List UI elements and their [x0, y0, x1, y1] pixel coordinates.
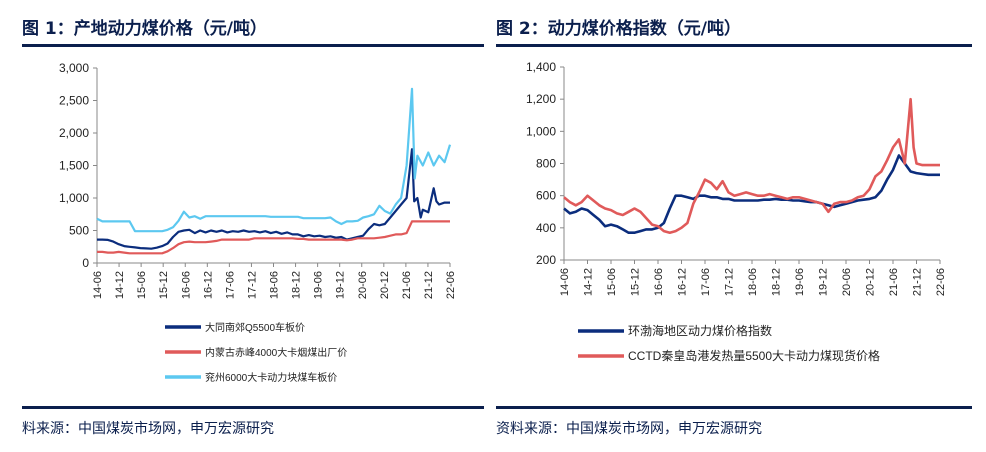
x-tick-label: 18-06 [747, 268, 759, 296]
x-tick-label: 20-06 [841, 268, 853, 296]
x-tick-label: 18-06 [269, 271, 281, 299]
x-tick-label: 16-06 [180, 271, 192, 299]
x-tick-label: 14-06 [92, 271, 104, 299]
y-tick-label: 400 [536, 221, 556, 235]
y-tick-label: 1,200 [526, 92, 556, 106]
y-tick-label: 200 [536, 253, 556, 267]
chart-right: 200 400 600 800 1,000 1,200 1,400 14-06 14-12 15-… [526, 60, 947, 363]
x-tick-label: 17-06 [700, 268, 712, 296]
chart-left: 0 500 1,000 1,500 2,000 2,500 3,000 14-06 14-12 1… [59, 61, 457, 384]
source-right: 资料来源：中国煤炭市场网，申万宏源研究 [496, 421, 762, 437]
x-tick-label: 19-06 [313, 271, 325, 299]
x-tick-label: 21-06 [888, 268, 900, 296]
source-rule-right [496, 406, 972, 409]
source-rule-left [22, 406, 484, 409]
y-tick-label: 1,500 [59, 159, 89, 173]
x-tick-label: 20-12 [379, 271, 391, 299]
legend-label-1: 大同南郊Q5500车板价 [205, 321, 305, 334]
y-tick-label: 1,000 [59, 191, 89, 205]
x-tick-label: 17-12 [246, 271, 258, 299]
chart-panel-right: 图 2：动力煤价格指数（元/吨） 200 400 600 800 1,000 1,200 1… [492, 0, 986, 452]
series-line-3 [96, 87, 452, 233]
x-tick-label: 15-06 [606, 268, 618, 296]
x-tick-label: 16-12 [202, 271, 214, 299]
x-tick-label: 20-12 [865, 268, 877, 296]
y-tick-label: 3,000 [59, 61, 89, 75]
x-tick-label: 15-12 [630, 268, 642, 296]
x-tick-label: 15-06 [136, 271, 148, 299]
series-line-2 [97, 220, 450, 255]
legend-label-1: 环渤海地区动力煤价格指数 [628, 323, 772, 338]
title-rule-right [496, 44, 972, 47]
source-left: 料来源：中国煤炭市场网，申万宏源研究 [22, 421, 274, 437]
series-line-1 [563, 154, 940, 234]
y-tick-label: 0 [82, 256, 89, 270]
y-tick-label: 800 [536, 157, 556, 171]
x-tick-label: 19-12 [335, 271, 347, 299]
series-line-2 [563, 97, 940, 234]
x-tick-label: 19-06 [794, 268, 806, 296]
x-tick-label: 22-06 [935, 268, 947, 296]
y-tick-label: 600 [536, 189, 556, 203]
x-tick-label: 20-06 [357, 271, 369, 299]
x-tick-label: 22-06 [445, 271, 457, 299]
x-tick-label: 21-12 [423, 271, 435, 299]
x-tick-label: 16-06 [653, 268, 665, 296]
chart-title-left: 图 1：产地动力煤价格（元/吨） [22, 19, 267, 39]
x-tick-label: 21-06 [401, 271, 413, 299]
y-tick-label: 500 [69, 224, 89, 238]
x-tick-label: 14-12 [583, 268, 595, 296]
y-tick-label: 2,500 [59, 94, 89, 108]
x-tick-label: 16-12 [677, 268, 689, 296]
title-rule-left [22, 44, 484, 47]
y-tick-label: 2,000 [59, 126, 89, 140]
chart-panel-left: 图 1：产地动力煤价格（元/吨） 0 500 1,000 1,500 2,000 2,50… [0, 0, 484, 452]
legend-label-2: CCTD秦皇岛港发热量5500大卡动力煤现货价格 [628, 348, 880, 363]
legend-label-3: 兖州6000大卡动力块煤车板价 [205, 371, 337, 384]
legend-label-2: 内蒙古赤峰4000大卡烟煤出厂价 [205, 346, 347, 359]
series-line-1 [97, 148, 450, 250]
x-tick-label: 18-12 [291, 271, 303, 299]
x-tick-label: 15-12 [158, 271, 170, 299]
x-tick-label: 17-06 [224, 271, 236, 299]
y-tick-label: 1,000 [526, 124, 556, 138]
x-tick-label: 19-12 [818, 268, 830, 296]
x-tick-label: 17-12 [724, 268, 736, 296]
x-tick-label: 14-12 [114, 271, 126, 299]
x-tick-label: 21-12 [912, 268, 924, 296]
y-tick-label: 1,400 [526, 60, 556, 74]
x-tick-label: 18-12 [771, 268, 783, 296]
chart-title-right: 图 2：动力煤价格指数（元/吨） [496, 19, 741, 39]
x-tick-label: 14-06 [559, 268, 571, 296]
